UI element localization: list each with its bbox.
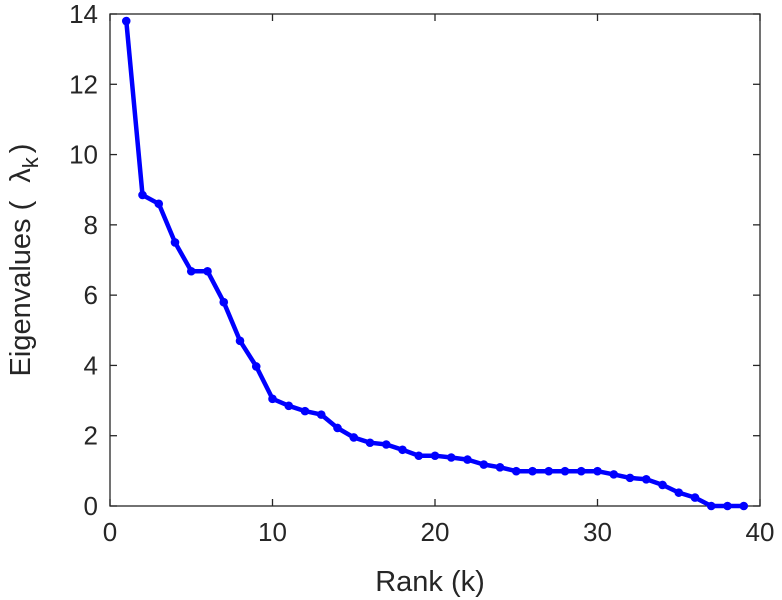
data-point <box>414 451 424 461</box>
y-tick-label: 14 <box>69 0 98 29</box>
x-tick-label: 10 <box>258 517 287 547</box>
series-group <box>121 16 749 511</box>
x-axis-title: Rank (k) <box>375 566 485 598</box>
axes <box>109 13 761 507</box>
y-tick-label: 4 <box>84 350 98 380</box>
data-point <box>430 451 440 461</box>
y-tick-label: 8 <box>84 210 98 240</box>
data-point <box>446 453 456 462</box>
data-point <box>479 460 489 469</box>
data-point <box>186 266 196 276</box>
data-point <box>235 336 245 346</box>
data-point <box>349 433 359 442</box>
y-axis-title: Eigenvalues ( λk) <box>5 144 43 377</box>
x-tick-label: 20 <box>421 517 450 547</box>
plot-area-frame <box>109 13 761 507</box>
data-point <box>268 394 277 404</box>
x-axis-ticks: 0 10 20 30 40 <box>103 14 775 547</box>
y-axis-title-symbol: λ <box>5 168 37 183</box>
data-point <box>316 410 326 419</box>
data-point <box>381 440 391 449</box>
data-point <box>219 297 229 307</box>
data-point <box>723 501 732 511</box>
y-axis-ticks: 0 2 4 6 8 10 12 14 <box>69 0 760 521</box>
data-point <box>641 474 651 484</box>
data-point <box>560 466 570 476</box>
data-point <box>365 438 375 448</box>
data-point <box>690 493 700 502</box>
y-axis-title-main: Eigenvalues ( <box>5 200 37 376</box>
data-point <box>593 466 602 476</box>
data-point <box>203 266 212 276</box>
data-point <box>251 362 261 371</box>
y-tick-label: 2 <box>84 421 98 451</box>
y-tick-label: 10 <box>69 140 98 170</box>
y-tick-label: 12 <box>69 69 98 99</box>
data-point <box>121 16 131 26</box>
y-tick-label: 0 <box>84 491 98 521</box>
data-point <box>398 445 407 455</box>
data-point <box>674 488 684 497</box>
data-point <box>284 401 294 411</box>
data-point <box>528 466 537 476</box>
data-point <box>739 501 749 511</box>
x-tick-label: 30 <box>583 517 612 547</box>
data-point <box>609 470 619 479</box>
data-point <box>511 466 521 476</box>
series-points <box>121 16 749 511</box>
x-tick-label: 40 <box>746 517 775 547</box>
data-point <box>706 501 716 511</box>
x-tick-label: 0 <box>103 517 117 547</box>
data-point <box>658 480 667 490</box>
data-point <box>170 238 180 247</box>
data-point <box>138 190 147 200</box>
y-tick-label: 6 <box>84 280 98 310</box>
data-point <box>300 406 310 416</box>
data-point <box>544 466 554 476</box>
data-point <box>625 473 635 483</box>
data-point <box>576 466 586 476</box>
data-point <box>333 423 342 433</box>
series-line <box>124 20 744 509</box>
y-axis-title-close: ) <box>5 144 37 154</box>
y-axis-title-subscript: k <box>18 156 43 168</box>
data-point <box>463 455 472 464</box>
data-point <box>495 463 505 472</box>
data-point <box>154 199 164 209</box>
